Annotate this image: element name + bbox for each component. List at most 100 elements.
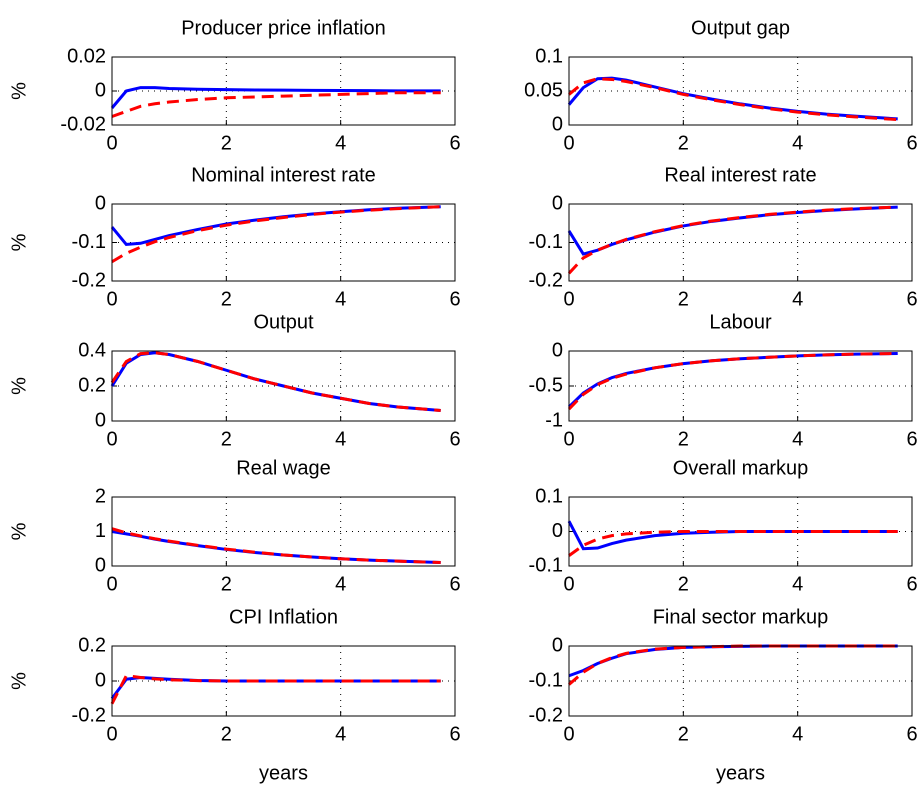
- y-tick-label: -0.2: [72, 269, 106, 291]
- y-axis-label: %: [8, 672, 30, 690]
- x-tick-label: 6: [449, 573, 460, 595]
- y-tick-label: 0: [95, 192, 106, 214]
- x-tick-label: 0: [563, 428, 574, 450]
- x-tick-label: 2: [678, 132, 689, 154]
- y-axis-label: %: [8, 233, 30, 251]
- x-tick-label: 6: [449, 288, 460, 310]
- x-tick-label: 0: [106, 288, 117, 310]
- axes-box: [568, 203, 913, 282]
- subplot-title: Output: [253, 311, 313, 333]
- series-line: [111, 527, 441, 565]
- series-line: [110, 86, 441, 109]
- y-tick-label: -0.2: [72, 704, 106, 726]
- x-tick-label: 4: [335, 132, 346, 154]
- subplot-title: CPI Inflation: [229, 606, 338, 628]
- x-tick-label: 0: [106, 132, 117, 154]
- axes-box: [568, 496, 913, 567]
- y-tick-label: -0.2: [529, 269, 563, 291]
- y-tick-label: 0: [552, 634, 563, 656]
- axes-box: [568, 350, 913, 422]
- axes-box: [111, 203, 456, 282]
- x-tick-label: 4: [792, 428, 803, 450]
- y-tick-label: 0: [552, 192, 563, 214]
- y-tick-label: -0.2: [529, 704, 563, 726]
- x-tick-label: 2: [221, 288, 232, 310]
- y-tick-label: 0: [552, 113, 563, 135]
- axes-box: [111, 350, 456, 422]
- axes-box: [111, 645, 456, 717]
- y-tick-label: -0.5: [529, 374, 563, 396]
- x-tick-label: 2: [221, 132, 232, 154]
- x-tick-label: 6: [449, 132, 460, 154]
- y-tick-label: -0.1: [72, 231, 106, 253]
- x-axis-label: years: [259, 762, 308, 784]
- subplot-title: Real wage: [236, 457, 331, 479]
- series-line: [568, 530, 898, 557]
- x-tick-label: 6: [449, 723, 460, 745]
- subplot-title: Final sector markup: [653, 606, 829, 628]
- x-tick-label: 6: [906, 132, 917, 154]
- x-tick-label: 2: [221, 573, 232, 595]
- series-line: [567, 351, 898, 411]
- series-line: [110, 674, 441, 705]
- x-axis-label: years: [716, 762, 765, 784]
- series-line: [568, 77, 898, 122]
- y-tick-label: 2: [95, 485, 106, 507]
- y-tick-label: 0: [95, 79, 106, 101]
- y-tick-label: 0: [552, 520, 563, 542]
- y-tick-label: 0: [95, 669, 106, 691]
- x-tick-label: 0: [563, 573, 574, 595]
- subplot-title: Labour: [709, 311, 772, 333]
- y-tick-label: 0.1: [535, 45, 563, 67]
- x-tick-label: 0: [106, 428, 117, 450]
- x-tick-label: 4: [335, 723, 346, 745]
- axes-box: [568, 645, 913, 717]
- x-tick-label: 2: [678, 428, 689, 450]
- y-tick-label: -1: [545, 409, 563, 431]
- series-line: [568, 644, 898, 686]
- plot-area: [569, 57, 912, 125]
- x-tick-label: 0: [106, 723, 117, 745]
- x-tick-label: 6: [906, 288, 917, 310]
- y-tick-label: 0.1: [535, 485, 563, 507]
- x-tick-label: 4: [792, 723, 803, 745]
- y-axis-label: %: [8, 522, 30, 540]
- subplot-title: Nominal interest rate: [191, 164, 376, 186]
- x-tick-label: 2: [221, 723, 232, 745]
- x-tick-label: 6: [906, 428, 917, 450]
- x-tick-label: 4: [792, 288, 803, 310]
- plot-area: [569, 646, 912, 716]
- x-tick-label: 4: [792, 132, 803, 154]
- plot-area: [569, 351, 912, 421]
- x-tick-label: 4: [335, 288, 346, 310]
- x-tick-label: 4: [792, 573, 803, 595]
- y-tick-label: 0.05: [524, 79, 563, 101]
- x-tick-label: 2: [221, 428, 232, 450]
- y-tick-label: -0.1: [529, 231, 563, 253]
- x-tick-label: 0: [106, 573, 117, 595]
- x-tick-label: 0: [563, 288, 574, 310]
- subplot-title: Output gap: [691, 17, 790, 39]
- subplot-title: Real interest rate: [664, 164, 816, 186]
- axes-box: [111, 56, 456, 126]
- y-axis-label: %: [8, 377, 30, 395]
- y-tick-label: 0: [95, 554, 106, 576]
- y-tick-label: 0.2: [78, 634, 106, 656]
- y-tick-label: 0.2: [78, 374, 106, 396]
- y-tick-label: 0.02: [67, 45, 106, 67]
- x-tick-label: 2: [678, 723, 689, 745]
- y-axis-label: %: [8, 82, 30, 100]
- y-tick-label: 0.4: [78, 339, 106, 361]
- series-line: [110, 351, 441, 412]
- y-tick-label: 1: [95, 520, 106, 542]
- y-tick-label: 0: [95, 409, 106, 431]
- x-tick-label: 6: [906, 573, 917, 595]
- x-tick-label: 2: [678, 288, 689, 310]
- series-line: [111, 205, 441, 264]
- x-tick-label: 4: [335, 573, 346, 595]
- y-tick-label: -0.02: [60, 113, 106, 135]
- subplot-title: Overall markup: [673, 457, 809, 479]
- series-line: [567, 205, 898, 275]
